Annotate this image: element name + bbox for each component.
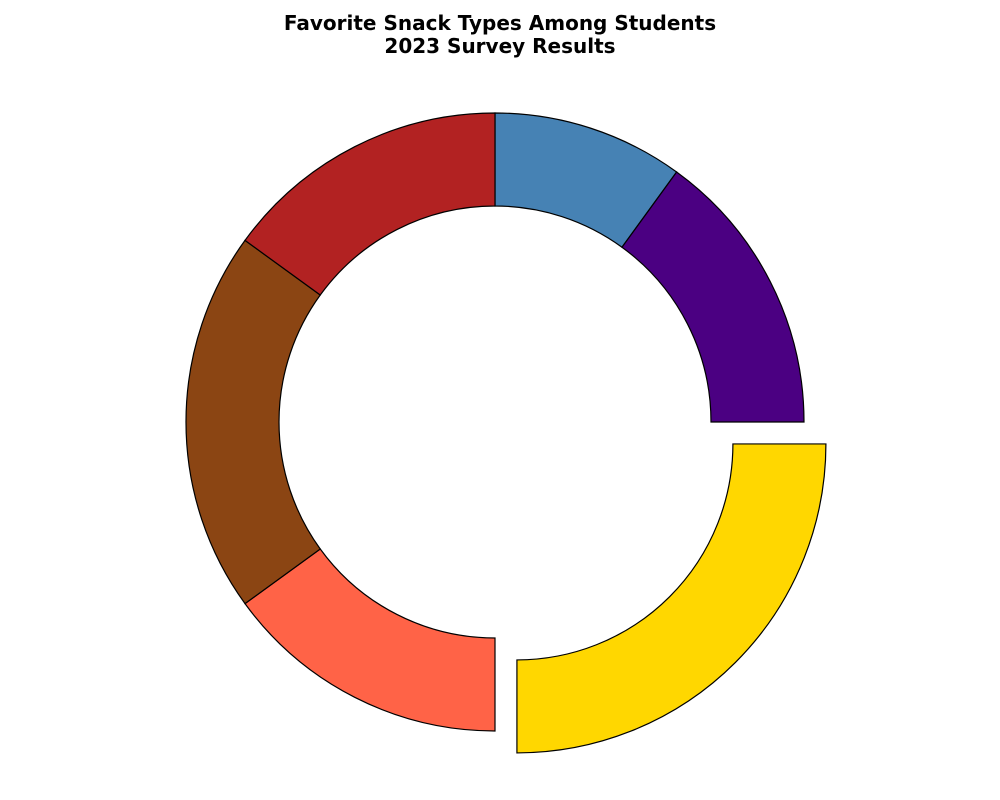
donut-slices bbox=[185, 112, 827, 754]
chart-subtitle: 2023 Survey Results bbox=[384, 34, 616, 58]
donut-slice-5 bbox=[185, 239, 322, 605]
donut-slice-2 bbox=[621, 171, 805, 423]
chart-title: Favorite Snack Types Among Students bbox=[283, 11, 717, 35]
donut-slice-3 bbox=[516, 443, 827, 754]
donut-slice-6 bbox=[244, 112, 496, 296]
